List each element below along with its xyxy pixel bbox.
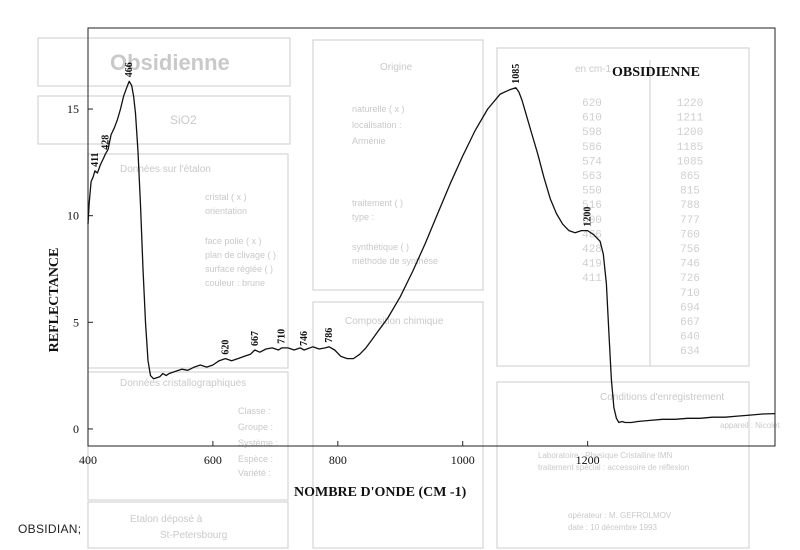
y-axis-title: REFLECTANCE: [47, 248, 62, 353]
form-wavenumber: 610: [582, 113, 602, 125]
form-wavenumber: 428: [582, 244, 602, 256]
form-wavenumber: 756: [680, 244, 700, 256]
form-line: type :: [352, 212, 374, 222]
form-wavenumber: 815: [680, 186, 700, 198]
image-caption: OBSIDIAN;: [18, 522, 82, 536]
form-line: surface réglée ( ): [205, 264, 273, 274]
form-wavenumber: 1185: [677, 142, 703, 154]
form-line: naturelle ( x ): [352, 104, 405, 114]
y-tick-label: 0: [73, 422, 79, 436]
form-section-label: Etalon déposé à: [130, 514, 203, 525]
form-line: traitement ( ): [352, 198, 403, 208]
peak-label: 620: [220, 340, 231, 355]
form-wavenumber: 788: [680, 200, 700, 212]
y-tick-label: 15: [67, 102, 79, 116]
form-wavenumber: 620: [582, 98, 602, 110]
y-tick-label: 10: [67, 209, 79, 223]
form-line: Classe :: [238, 406, 271, 416]
form-wavenumber: 865: [680, 171, 700, 183]
form-wavenumber: 726: [680, 273, 700, 285]
chart-title: OBSIDIENNE: [612, 65, 700, 80]
form-line: Arménie: [352, 136, 386, 146]
form-title: Obsidienne: [110, 50, 230, 75]
peak-label: 786: [324, 328, 335, 343]
form-line: opérateur : M. GEFROLMOV: [568, 511, 672, 520]
form-line: cristal ( x ): [205, 192, 247, 202]
form-wavenumber: 598: [582, 127, 602, 139]
form-wavenumber: 1220: [677, 98, 703, 110]
y-tick-label: 5: [73, 315, 79, 329]
form-section-label: Données cristallographiques: [120, 378, 246, 389]
form-wavenumber-column: 1220 1211 1200 1185 1085 865 815 788 777 760 756 74…: [677, 98, 704, 358]
form-line: date : 10 décembre 1993: [568, 523, 658, 532]
peak-label: 1085: [511, 64, 522, 84]
form-section-label: Conditions d'enregistrement: [600, 392, 724, 403]
x-tick-label: 600: [204, 453, 222, 467]
peak-label: 466: [124, 62, 135, 77]
form-wavenumber: 640: [680, 332, 700, 344]
form-section-label: Composition chimique: [345, 316, 444, 327]
peak-label: 411: [90, 152, 101, 166]
form-wavenumber: 634: [680, 346, 700, 358]
form-line: St-Petersbourg: [160, 530, 227, 541]
form-wavenumber: 419: [582, 259, 602, 271]
form-line: traitement spécial : accessoire de réfle…: [538, 463, 689, 472]
form-line: appareil : Nicolet: [720, 421, 780, 430]
form-line: couleur : brune: [205, 278, 265, 288]
peak-label: 667: [250, 331, 261, 346]
form-line: Laboratoire : Physique Cristalline IMN: [538, 451, 673, 460]
form-wavenumber: 516: [582, 200, 602, 212]
form-wavenumber: 694: [680, 302, 700, 314]
form-wavenumber: 1211: [677, 113, 704, 125]
peak-label: 1200: [583, 207, 594, 227]
form-line: Variété :: [238, 468, 271, 478]
form-section-label: Origine: [380, 62, 413, 73]
form-line: orientation: [205, 206, 247, 216]
background-form-text: Obsidienne SiO2 Origine naturelle ( x ) …: [110, 50, 780, 541]
form-line: face polie ( x ): [205, 236, 262, 246]
form-line: plan de clivage ( ): [205, 250, 276, 260]
form-line: synthétique ( ): [352, 242, 409, 252]
axis-ticks: [87, 108, 589, 446]
form-line: Groupe :: [238, 422, 273, 432]
form-wavenumber: 574: [582, 156, 602, 168]
background-form: [37, 37, 750, 549]
x-tick-label: 400: [79, 453, 97, 467]
form-wavenumber: 1200: [677, 127, 703, 139]
form-line: Espèce :: [238, 454, 273, 464]
peak-label: 746: [299, 331, 310, 346]
form-wavenumber: 1085: [677, 156, 703, 168]
form-line: Système :: [238, 438, 278, 448]
form-wavenumber: 746: [680, 259, 700, 271]
form-section-label: Données sur l'étalon: [120, 164, 211, 175]
peak-label: 428: [101, 135, 112, 150]
form-formula: SiO2: [170, 113, 197, 127]
x-axis-title: NOMBRE D'ONDE (CM -1): [294, 485, 467, 500]
form-wavenumber: 411: [582, 273, 602, 285]
form-wavenumber: 667: [680, 317, 700, 329]
form-wavenumber: 760: [680, 229, 700, 241]
form-wavenumber: 550: [582, 186, 602, 198]
form-wavenumber: 586: [582, 142, 602, 154]
x-tick-label: 800: [329, 453, 347, 467]
form-line: localisation :: [352, 120, 402, 130]
reflectance-line: [87, 80, 776, 424]
form-wavenumber: 710: [680, 288, 700, 300]
x-tick-label: 1000: [451, 453, 475, 467]
x-tick-label: 1200: [576, 453, 600, 467]
peak-label: 710: [277, 329, 288, 344]
axis-tick-labels: 400 600 800 1000 1200 0 5 10 15: [67, 102, 600, 467]
form-wavenumber-header: en cm-1: [575, 64, 612, 75]
form-line: méthode de synthèse: [352, 256, 438, 266]
form-wavenumber: 777: [680, 215, 700, 227]
form-wavenumber: 500: [582, 215, 602, 227]
form-wavenumber: 563: [582, 171, 602, 183]
plot-frame: [87, 27, 776, 447]
